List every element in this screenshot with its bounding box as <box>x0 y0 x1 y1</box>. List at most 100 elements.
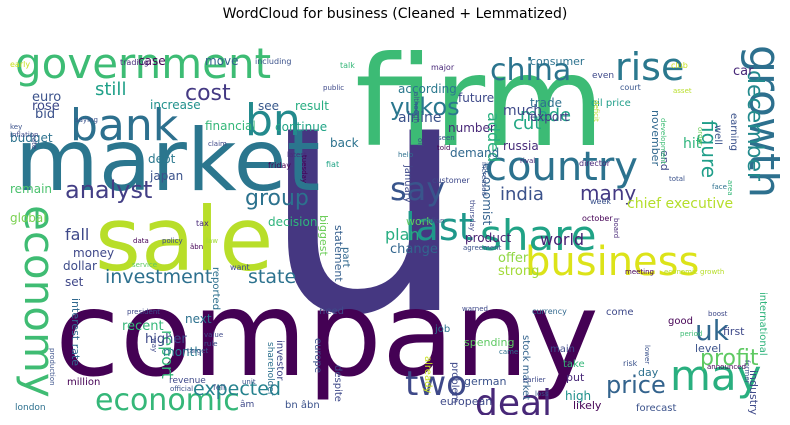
word-russia: russia <box>503 139 539 153</box>
word-expected: expected <box>193 378 281 400</box>
word-business: business <box>525 239 699 285</box>
word-service: service <box>132 261 157 269</box>
word-rival: rival <box>520 157 535 165</box>
word-interest-rate: interest rate <box>69 298 82 366</box>
word-main: main <box>550 344 575 355</box>
word-order: order <box>696 127 704 146</box>
word-increase: increase <box>150 98 201 112</box>
word-warned: warned <box>462 305 488 313</box>
word-m: âm <box>240 400 254 410</box>
word-analyst: analyst <box>65 176 152 204</box>
word-according: according <box>398 82 457 96</box>
word-key: key <box>10 123 22 131</box>
word-world: world <box>540 230 584 249</box>
word-thursday: thursday <box>468 200 476 231</box>
word-export: export <box>530 110 569 124</box>
word-many: many <box>580 181 636 205</box>
word-case: case <box>138 54 166 68</box>
word-fall: fall <box>65 225 89 244</box>
word-cost: cost <box>185 81 231 106</box>
word-german: german <box>464 375 507 388</box>
word-first: first <box>723 325 745 338</box>
word-november: november <box>649 110 662 166</box>
word-two: two <box>405 364 467 404</box>
word-see: see <box>258 99 279 113</box>
word-oil-price: oil price <box>591 98 631 109</box>
word-investor: investor <box>274 340 285 381</box>
word-trade: trade <box>530 96 562 110</box>
word-economic: economic <box>95 383 240 415</box>
word-set: set <box>65 275 84 289</box>
chart-title: WordCloud for business (Cleaned + Lemmat… <box>222 6 568 22</box>
word-way: way <box>150 338 158 352</box>
word-policy: policy <box>162 237 183 245</box>
word-stock-market: stock market <box>520 335 531 400</box>
word-talk: talk <box>340 61 355 70</box>
word-target: target <box>187 347 209 355</box>
word-fell: fell <box>213 383 225 392</box>
word-continue: continue <box>275 120 327 134</box>
word-deficit: deficit <box>592 100 600 122</box>
word-major: major <box>431 63 455 72</box>
word-deal: deal <box>475 383 552 415</box>
word-airline: airline <box>398 110 442 126</box>
word-international: international <box>757 292 768 356</box>
word-change: change <box>390 242 438 257</box>
word-area: area <box>726 180 734 196</box>
word-tax: tax <box>196 219 209 228</box>
word-european: european <box>440 395 492 408</box>
word-day: day <box>638 366 659 379</box>
word-consumer: consumer <box>530 55 585 68</box>
word-result: result <box>295 99 329 113</box>
word-bn: bn <box>245 95 301 146</box>
word-economic-growth: economic growth <box>664 268 724 276</box>
word-car: car <box>733 64 754 79</box>
word-meeting: meeting <box>625 268 654 276</box>
word-country: country <box>485 144 638 190</box>
word-europe: europe <box>312 338 323 373</box>
word-club: club <box>671 61 688 70</box>
word-increased: increased <box>480 162 488 196</box>
word-oil: oil <box>416 138 424 146</box>
word-economy: economy <box>15 205 64 398</box>
word-court: court <box>620 83 641 92</box>
word-sale: sale <box>95 188 273 291</box>
word-currency: currency <box>532 307 567 316</box>
word-financial: financial <box>205 119 256 133</box>
word-bn: âbn <box>190 243 203 251</box>
word-told: told <box>437 144 450 152</box>
word-rise: rise <box>615 45 684 89</box>
word-unit: unit <box>242 378 256 386</box>
word-january: january <box>402 164 413 203</box>
word-latest: latest <box>287 151 307 159</box>
word-back: back <box>330 136 359 150</box>
word-company: company <box>55 265 599 403</box>
word-october: october <box>582 214 613 223</box>
word-growth: growth <box>739 45 780 198</box>
word-former: former <box>743 360 751 384</box>
word-made: made <box>520 105 571 126</box>
word-demand: demand <box>450 146 499 160</box>
word-bank: bank <box>70 100 179 151</box>
word-bn-bn: bn âbn <box>285 399 320 411</box>
word-bid: bid <box>35 107 55 122</box>
word-euro: euro <box>32 90 61 105</box>
word-fiat: fiat <box>326 160 339 169</box>
word-development: development <box>659 118 667 164</box>
word-public: public <box>323 84 344 92</box>
word-board: board <box>612 218 620 238</box>
word-strong: strong <box>498 264 539 279</box>
word-global: global <box>10 211 47 225</box>
cloud-background <box>10 30 780 415</box>
word-recent: recent <box>122 319 164 334</box>
word-product: product <box>465 231 511 245</box>
word-level: level <box>695 342 721 355</box>
word-budget: budget <box>10 131 53 145</box>
word-work: work <box>406 215 433 228</box>
word-hit: hit <box>683 136 702 152</box>
word-last: last <box>405 205 474 249</box>
word-earlier: earlier <box>523 376 546 384</box>
word-state: state <box>248 266 296 288</box>
word-forecast: forecast <box>636 403 677 414</box>
word-reported: reported <box>210 267 221 310</box>
